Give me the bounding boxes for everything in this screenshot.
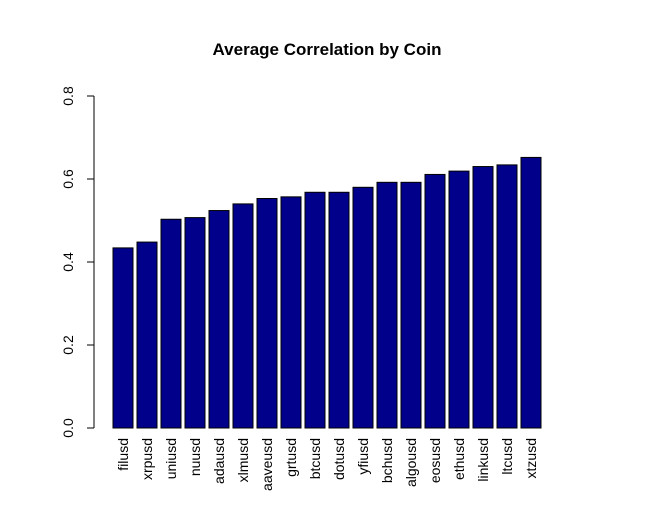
bar-dotusd (328, 191, 350, 429)
bar-eosusd (424, 173, 446, 429)
bar-bchusd (376, 181, 398, 429)
x-tick-label-filusd: filusd (115, 438, 131, 471)
x-tick-label-yfiusd: yfiusd (355, 438, 371, 475)
bar-yfiusd (352, 186, 374, 429)
y-axis: 0.0 0.2 0.4 0.6 0.8 (60, 86, 95, 438)
bar-adausd (208, 210, 230, 429)
chart-title: Average Correlation by Coin (213, 40, 442, 59)
y-tick-label: 0.6 (60, 169, 76, 189)
bar-ethusd (448, 170, 470, 429)
x-tick-label-dotusd: dotusd (331, 438, 347, 480)
x-tick-label-algousd: algousd (403, 438, 419, 487)
bar-algousd (400, 181, 422, 429)
x-tick-label-grtusd: grtusd (283, 438, 299, 477)
x-tick-label-linkusd: linkusd (475, 438, 491, 482)
x-tick-label-ethusd: ethusd (451, 438, 467, 480)
x-tick-label-xrpusd: xrpusd (139, 438, 155, 480)
x-tick-label-xlmusd: xlmusd (235, 438, 251, 482)
x-tick-label-adausd: adausd (211, 438, 227, 484)
y-tick-label: 0.0 (60, 418, 76, 438)
bar-xlmusd (232, 203, 254, 429)
bar-filusd (112, 247, 134, 429)
x-tick-label-eosusd: eosusd (427, 438, 443, 483)
x-tick-label-xtzusd: xtzusd (523, 438, 539, 478)
bar-grtusd (280, 196, 302, 429)
y-tick-label: 0.2 (60, 335, 76, 355)
bar-xtzusd (520, 156, 542, 429)
bar-nuusd (184, 217, 206, 429)
x-tick-label-nuusd: nuusd (187, 438, 203, 476)
bars (112, 156, 542, 429)
x-axis-labels: filusd xrpusd uniusd nuusd adausd xlmusd aaveu… (115, 438, 539, 491)
bar-aaveusd (256, 198, 278, 429)
bar-xrpusd (136, 241, 158, 429)
bar-linkusd (472, 166, 494, 429)
bar-uniusd (160, 218, 182, 429)
y-tick-label: 0.8 (60, 86, 76, 106)
x-tick-label-uniusd: uniusd (163, 438, 179, 479)
bar-btcusd (304, 191, 326, 429)
x-tick-label-btcusd: btcusd (307, 438, 323, 479)
x-tick-label-aaveusd: aaveusd (259, 438, 275, 491)
x-tick-label-bchusd: bchusd (379, 438, 395, 483)
bar-ltcusd (496, 164, 518, 429)
x-tick-label-ltcusd: ltcusd (499, 438, 515, 475)
y-tick-label: 0.4 (60, 252, 76, 272)
